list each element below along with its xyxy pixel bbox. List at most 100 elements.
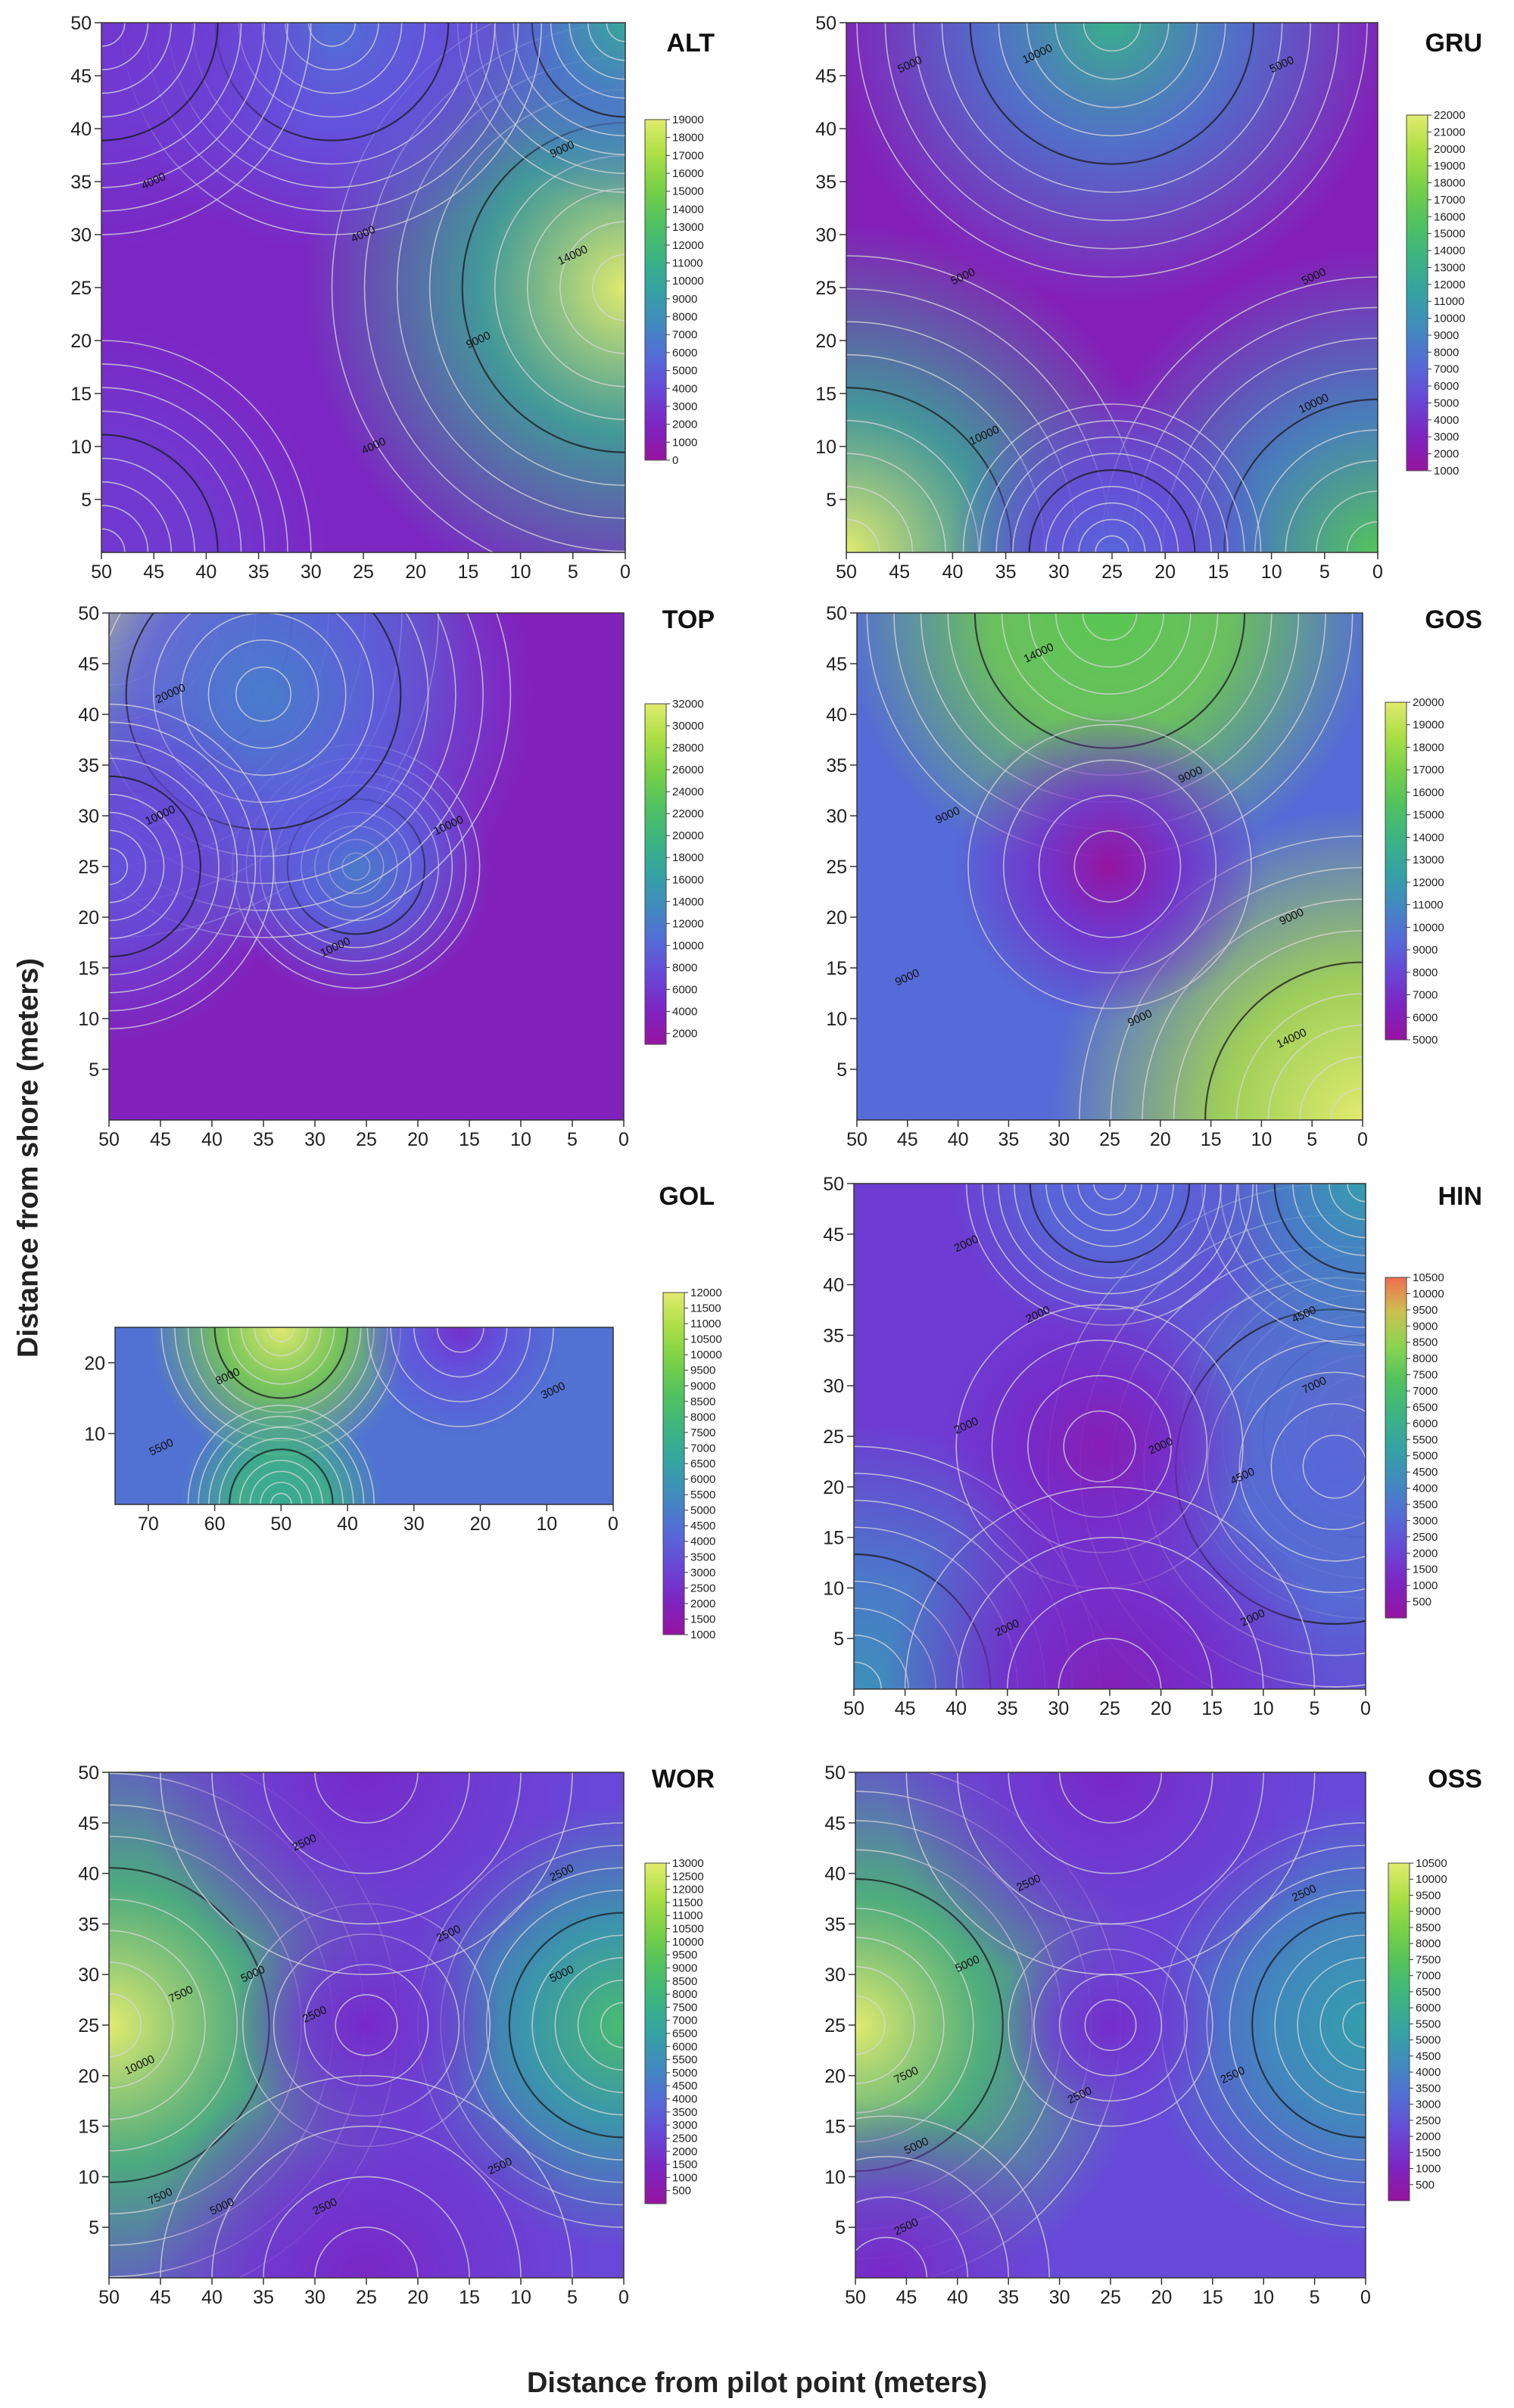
y-tick-label: 30 [823, 1376, 844, 1397]
colorbar-tick-label: 1500 [672, 2158, 697, 2171]
x-tick-label: 45 [889, 562, 910, 583]
y-tick-label: 45 [70, 66, 92, 87]
colorbar-tick-label: 2500 [1413, 1531, 1438, 1544]
panel-title: TOP [662, 605, 715, 634]
colorbar-tick-label: 12000 [1434, 278, 1466, 291]
colorbar-tick-label: 3500 [672, 2106, 697, 2119]
colorbar-tick-label: 4500 [1413, 1466, 1438, 1479]
colorbar-tick-label: 8000 [690, 1411, 715, 1423]
colorbar-tick-label: 10000 [672, 939, 704, 952]
colorbar-tick-label: 6500 [1413, 1401, 1438, 1414]
colorbar-tick-label: 2000 [672, 418, 697, 431]
x-tick-label: 50 [98, 2287, 120, 2308]
x-tick-label: 25 [1099, 1698, 1120, 1719]
x-tick-label: 30 [1048, 1698, 1069, 1719]
y-tick-label: 35 [78, 1914, 99, 1935]
x-tick-label: 0 [1360, 2287, 1371, 2308]
y-tick-label: 5 [81, 490, 92, 511]
panel-gol: 8000 5500 3000 70 60 50 40 30 20 10 0 10 20 GOL 1000 15… [84, 1182, 722, 1641]
contour-line [855, 1995, 886, 2055]
heatmap-field [101, 23, 625, 552]
colorbar-tick-label: 26000 [672, 764, 704, 776]
colorbar-scale [1385, 702, 1407, 1041]
y-tick-label: 30 [826, 806, 847, 827]
colorbar-tick-label: 7500 [1413, 1369, 1438, 1382]
colorbar-tick-label: 10500 [1416, 1857, 1447, 1870]
colorbar-tick-label: 5500 [1416, 2018, 1441, 2030]
contour-line [390, 1327, 531, 1403]
contour-line [331, 23, 495, 552]
colorbar-tick-label: 13000 [1434, 261, 1466, 274]
colorbar-tick-label: 15000 [672, 185, 704, 198]
contour-line [240, 1327, 322, 1370]
x-tick-label: 40 [948, 1129, 969, 1150]
contour-line [967, 723, 1252, 1010]
colorbar-tick-label: 9000 [1413, 1320, 1438, 1333]
y-tick-label: 5 [89, 1059, 99, 1081]
contour-line [413, 1327, 508, 1378]
contour-line [1029, 1184, 1191, 1263]
hotspot [846, 23, 1378, 303]
contour-line [238, 23, 426, 118]
x-tick-label: 45 [150, 1129, 171, 1150]
colorbar-tick-label: 9500 [672, 1949, 697, 1962]
colorbar-tick-label: 7000 [690, 1442, 715, 1454]
colorbar-tick-label: 9500 [1416, 1889, 1441, 1902]
colorbar-tick-label: 18000 [672, 132, 704, 145]
x-tick-label: 40 [942, 562, 963, 583]
contour-line [962, 403, 1262, 552]
panel-title: OSS [1428, 1765, 1482, 1794]
y-tick-label: 20 [815, 331, 836, 352]
x-tick-label: 30 [1048, 562, 1070, 583]
x-tick-label: 20 [405, 562, 426, 583]
colorbar-tick-label: 1000 [1416, 2163, 1441, 2176]
x-tick-label: 10 [510, 2287, 531, 2308]
colorbar-tick-label: 10000 [690, 1349, 722, 1361]
y-tick-label: 20 [70, 331, 92, 352]
contour-line [1095, 535, 1129, 552]
colorbar-tick-label: 20000 [1434, 143, 1466, 156]
x-tick-label: 10 [1253, 2287, 1274, 2308]
contour-line [1026, 23, 1198, 108]
colorbar-tick-label: 12000 [1413, 876, 1444, 889]
contour-line [1078, 518, 1146, 552]
x-tick-label: 15 [459, 1129, 480, 1150]
x-tick-label: 45 [896, 2287, 917, 2308]
contour-line [1093, 1184, 1126, 1200]
x-tick-label: 5 [1319, 562, 1330, 583]
contour-line [904, 1486, 1316, 1689]
colorbar-tick-label: 14000 [1413, 831, 1444, 844]
contour-line [109, 793, 183, 940]
colorbar-tick-label: 8000 [672, 961, 697, 974]
y-tick-label: 10 [826, 1009, 847, 1030]
y-tick-label: 30 [78, 1965, 99, 1986]
y-tick-label: 20 [824, 2066, 846, 2087]
colorbar-tick-label: 6500 [672, 2027, 697, 2040]
colorbar-tick-label: 18000 [1434, 177, 1466, 190]
colorbar-tick-label: 11000 [1413, 899, 1444, 912]
hotspot [948, 389, 1276, 552]
colorbar-tick-label: 3000 [690, 1566, 715, 1579]
x-tick-label: 35 [998, 1129, 1019, 1150]
x-tick-label: 40 [201, 2287, 223, 2308]
x-tick-label: 20 [1154, 562, 1176, 583]
contour-line [494, 155, 625, 420]
contour-line [1055, 613, 1165, 668]
panel-title: GOL [659, 1182, 715, 1211]
colorbar-tick-label: 10500 [690, 1333, 722, 1346]
heatmap-field [857, 613, 1363, 1120]
colorbar-tick-label: 9000 [1416, 1906, 1441, 1918]
x-tick-label: 20 [407, 1129, 428, 1150]
contour-line [160, 2075, 573, 2278]
y-tick-label: 10 [78, 2167, 99, 2188]
colorbar-tick-label: 11500 [672, 1896, 703, 1909]
x-tick-label: 50 [270, 1514, 291, 1535]
contour-line [235, 666, 292, 722]
y-tick-label: 40 [78, 1864, 99, 1885]
x-tick-label: 50 [91, 562, 112, 583]
contour-line [855, 1907, 974, 2143]
colorbar-scale [662, 1292, 685, 1635]
y-tick-label: 10 [78, 1009, 99, 1030]
x-tick-label: 15 [459, 2287, 480, 2308]
hotspot [358, 1327, 563, 1437]
